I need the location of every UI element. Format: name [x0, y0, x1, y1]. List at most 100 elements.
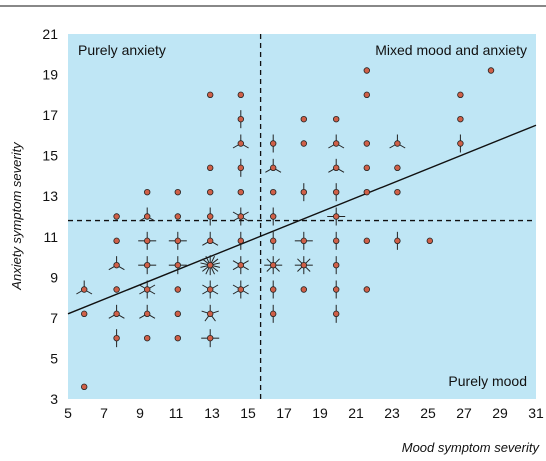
point-marker: [237, 140, 244, 147]
data-point: [333, 115, 340, 123]
point-marker: [113, 237, 120, 245]
data-point: [457, 115, 464, 123]
x-tick-label: 25: [420, 405, 436, 421]
point-marker: [270, 286, 277, 293]
point-marker: [174, 286, 181, 293]
point-marker: [457, 140, 464, 147]
x-tick-label: 9: [136, 405, 144, 421]
data-point: [206, 164, 214, 172]
y-axis-title: Anxiety symptom severity: [9, 141, 24, 291]
point-marker: [206, 164, 214, 172]
point-marker: [143, 213, 151, 220]
point-marker: [174, 188, 181, 196]
data-point: [270, 304, 277, 323]
data-point: [168, 256, 187, 275]
data-point: [300, 140, 307, 147]
point-marker: [143, 310, 151, 318]
data-point: [363, 188, 370, 196]
x-tick-label: 15: [240, 405, 256, 421]
point-marker: [206, 261, 214, 269]
data-point: [394, 164, 401, 172]
data-point: [270, 188, 277, 196]
data-point: [174, 213, 181, 220]
point-marker: [457, 91, 464, 99]
threshold-lines: [68, 34, 536, 399]
data-point: [389, 134, 406, 149]
data-point: [108, 304, 125, 319]
point-marker: [300, 140, 307, 147]
point-marker: [174, 213, 181, 220]
point-marker: [394, 164, 401, 172]
point-marker: [80, 286, 88, 293]
data-point: [457, 91, 464, 99]
data-point: [113, 329, 120, 348]
point-marker: [333, 286, 340, 293]
data-point: [80, 310, 88, 318]
data-point: [333, 256, 340, 275]
data-point: [138, 256, 157, 275]
y-tick-label: 7: [50, 310, 58, 326]
point-marker: [363, 67, 370, 74]
data-point: [327, 207, 346, 226]
point-marker: [113, 310, 120, 318]
data-point: [174, 334, 181, 342]
point-marker: [80, 310, 88, 318]
data-point: [333, 304, 340, 323]
y-tick-label: 17: [42, 107, 58, 123]
data-point: [232, 280, 249, 299]
quadrant-label-purely-mood: Purely mood: [448, 373, 527, 389]
regression-line: [67, 124, 537, 315]
data-point: [457, 134, 464, 153]
point-marker: [270, 261, 277, 269]
data-point: [139, 280, 156, 299]
point-marker: [270, 140, 277, 147]
data-point: [206, 207, 214, 226]
point-marker: [113, 213, 120, 220]
data-point: [237, 110, 244, 129]
data-point: [80, 383, 88, 391]
x-tick-label: 11: [169, 405, 184, 421]
point-marker: [300, 115, 307, 123]
point-marker: [143, 237, 151, 245]
x-tick-label: 23: [384, 405, 400, 421]
data-point: [363, 237, 370, 245]
y-tick-label: 9: [50, 269, 58, 285]
x-tick-label: 13: [204, 405, 220, 421]
point-marker: [270, 213, 277, 220]
data-point: [294, 256, 313, 275]
point-marker: [426, 237, 433, 245]
point-marker: [363, 164, 370, 172]
point-marker: [143, 261, 151, 269]
data-point: [333, 280, 340, 299]
point-marker: [237, 164, 244, 172]
data-point: [237, 188, 244, 196]
data-point: [174, 286, 181, 293]
point-marker: [113, 286, 120, 293]
data-point: [363, 140, 370, 147]
data-point: [270, 207, 277, 226]
point-marker: [237, 213, 244, 220]
y-tick-label: 5: [50, 350, 58, 366]
data-point: [232, 134, 249, 149]
data-point: [328, 134, 345, 149]
data-point: [487, 67, 495, 74]
point-marker: [333, 188, 340, 196]
x-axis-title: Mood symptom severity: [402, 440, 541, 455]
data-point: [333, 183, 340, 202]
point-marker: [333, 213, 340, 220]
point-marker: [333, 164, 340, 172]
quadrant-label-mixed: Mixed mood and anxiety: [375, 42, 527, 58]
data-point: [394, 188, 401, 196]
data-point: [139, 304, 156, 319]
data-point: [333, 231, 340, 250]
point-marker: [237, 91, 244, 99]
point-marker: [394, 140, 401, 147]
point-marker: [174, 334, 181, 342]
y-tick-label: 13: [42, 188, 58, 204]
data-point: [139, 207, 156, 222]
data-point: [113, 213, 120, 220]
data-point: [363, 286, 370, 293]
data-point: [174, 310, 181, 318]
point-marker: [394, 188, 401, 196]
point-marker: [237, 115, 244, 123]
